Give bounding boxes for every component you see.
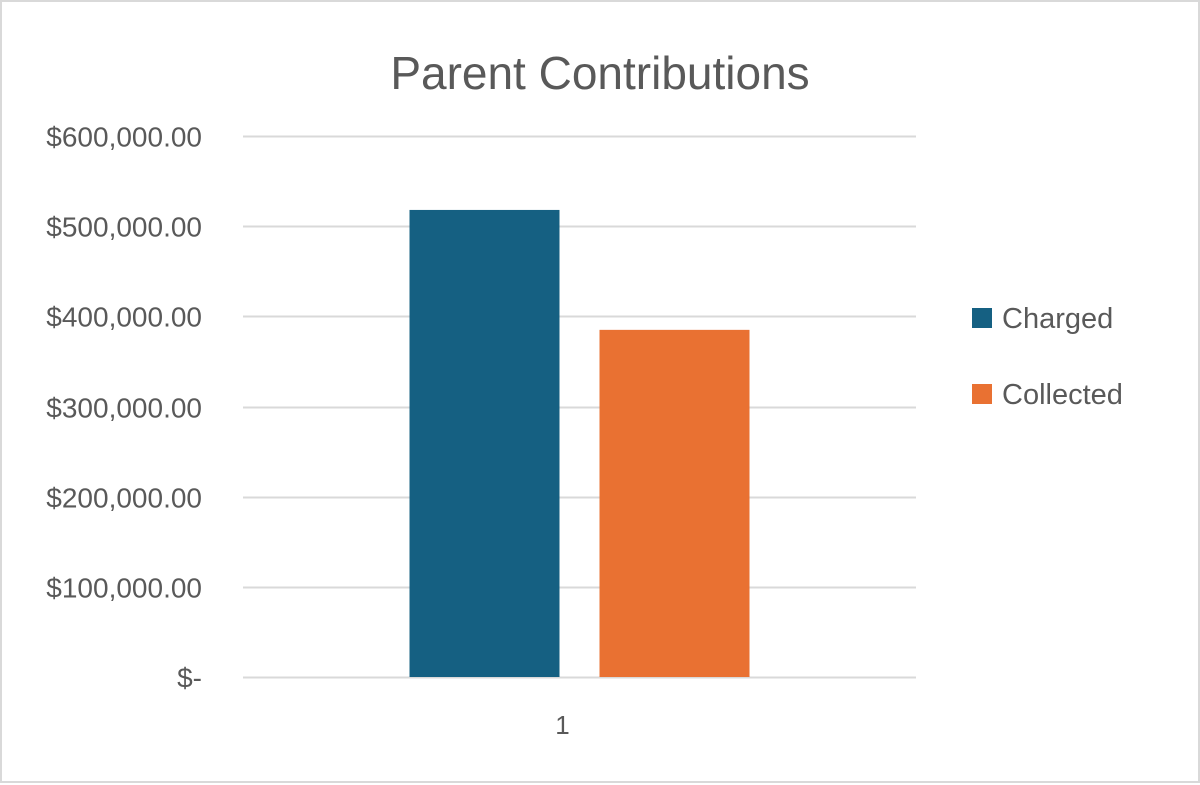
x-axis-tick-labels: 1 [555, 710, 569, 740]
y-tick-label: $400,000.00 [46, 302, 202, 333]
y-tick-label: $500,000.00 [46, 212, 202, 243]
y-tick-label: $100,000.00 [46, 573, 202, 604]
x-tick-label: 1 [555, 710, 569, 740]
legend-label-charged: Charged [1002, 303, 1113, 335]
gridlines [243, 135, 916, 679]
bars [409, 209, 750, 678]
y-tick-label: $200,000.00 [46, 483, 202, 514]
chart-title: Parent Contributions [390, 47, 809, 99]
legend-label-collected: Collected [1002, 379, 1123, 411]
bar-charged [409, 209, 560, 678]
y-tick-label: $600,000.00 [46, 122, 202, 153]
y-tick-label: $300,000.00 [46, 393, 202, 424]
bar-collected [599, 329, 750, 677]
y-tick-label: $- [177, 663, 202, 694]
y-axis-tick-labels: $- $100,000.00 $200,000.00 $300,000.00 $400,… [46, 122, 202, 694]
legend-swatch-collected [972, 384, 992, 404]
legend-swatch-charged [972, 308, 992, 328]
legend: Charged Collected [972, 303, 1123, 411]
